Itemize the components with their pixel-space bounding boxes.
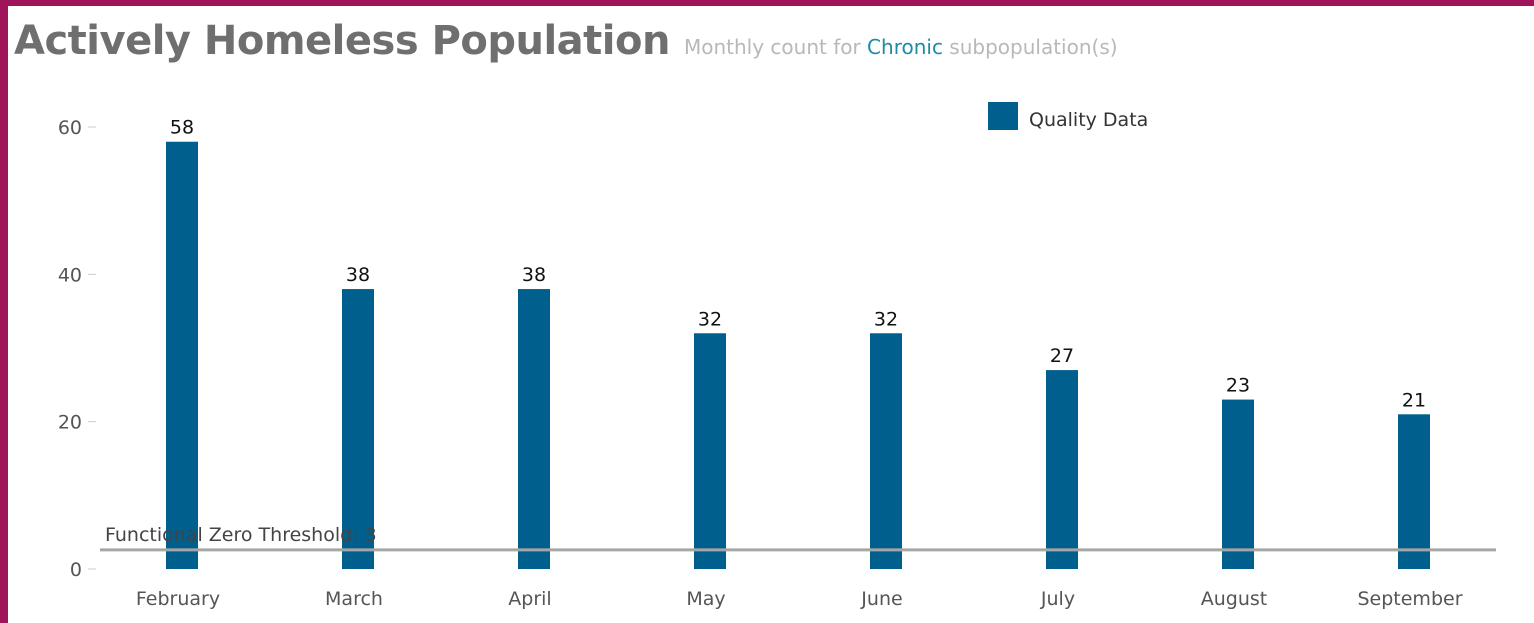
threshold-label: Functional Zero Threshold: 3 (105, 524, 377, 546)
x-tick-label: April (508, 588, 551, 610)
x-tick-label: September (1357, 588, 1462, 610)
subtitle-prefix: Monthly count for (683, 35, 861, 59)
legend-swatch (988, 102, 1018, 130)
y-tick-label: 0 (70, 559, 82, 581)
bar-value-label: 38 (346, 264, 370, 286)
bar-value-label: 32 (874, 308, 898, 330)
subpopulation-link[interactable]: Chronic (867, 35, 943, 59)
x-tick-label: February (136, 588, 220, 610)
x-tick-label: July (1040, 588, 1075, 610)
title-row: Actively Homeless Population Monthly cou… (14, 18, 1118, 64)
chart-panel (8, 6, 1534, 623)
chart-subtitle: Monthly count for Chronic subpopulation(… (684, 35, 1118, 59)
bar (166, 141, 198, 569)
bar (342, 289, 374, 569)
bars-group: 58 38 38 32 32 27 23 21 (166, 117, 1430, 569)
legend-label: Quality Data (1029, 109, 1148, 131)
subtitle-suffix: subpopulation(s) (949, 35, 1118, 59)
threshold-group: Functional Zero Threshold: 3 (100, 524, 1496, 552)
bar-value-label: 38 (522, 264, 546, 286)
x-axis: February March April May June July August Septe… (136, 588, 1463, 610)
x-tick-label: May (686, 588, 725, 610)
y-tick-label: 60 (58, 117, 82, 139)
x-tick-label: August (1201, 588, 1268, 610)
x-tick-label: March (325, 588, 383, 610)
y-tick-label: 20 (58, 412, 82, 434)
y-axis: 0 20 40 60 (58, 117, 96, 581)
bar (1222, 399, 1254, 569)
bar (870, 333, 902, 569)
bar (1046, 370, 1078, 569)
bar (1398, 414, 1430, 569)
bar (694, 333, 726, 569)
bar (518, 289, 550, 569)
bar-value-label: 23 (1226, 375, 1250, 397)
legend[interactable]: Quality Data (988, 102, 1148, 131)
chart-title: Actively Homeless Population (14, 18, 670, 64)
bar-value-label: 27 (1050, 345, 1074, 367)
bar-value-label: 21 (1402, 389, 1426, 411)
bar-value-label: 32 (698, 308, 722, 330)
y-tick-label: 40 (58, 264, 82, 286)
bar-value-label: 58 (170, 117, 194, 139)
x-tick-label: June (860, 588, 902, 610)
